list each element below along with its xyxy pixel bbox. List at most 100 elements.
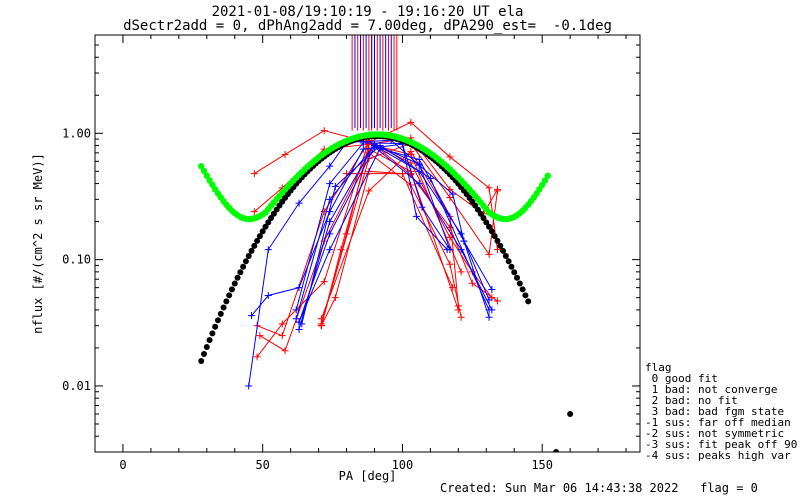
red-spectrum-point — [253, 353, 261, 361]
black-fit-point — [259, 228, 266, 235]
black-fit-point — [265, 219, 272, 226]
red-spectrum-point — [281, 347, 289, 355]
black-fit-point — [511, 269, 518, 276]
x-tick-label: 100 — [392, 458, 414, 472]
red-spectrum-point — [331, 294, 339, 302]
created-timestamp: Created: Sun Mar 06 14:43:38 2022 — [440, 481, 679, 495]
legend-item: 2 bad: no fit — [645, 394, 738, 407]
red-spectrum-point — [407, 118, 415, 126]
blue-spectrum-point — [298, 320, 306, 328]
blue-spectrum-point — [295, 199, 303, 207]
blue-spectrum-line — [251, 143, 451, 316]
blue-spectrum-point — [264, 246, 272, 254]
black-fit-point — [226, 292, 233, 299]
flag-value: flag = 0 — [700, 481, 758, 495]
blue-spectrum-point — [326, 180, 334, 188]
black-fit-point — [206, 337, 213, 344]
green-fit-point — [541, 177, 549, 184]
black-fit-point — [494, 237, 501, 244]
red-spectrum-point — [468, 279, 476, 287]
black-fit-point — [516, 280, 523, 287]
red-spectrum-point — [457, 268, 465, 276]
red-spectrum-point — [256, 332, 264, 340]
red-spectrum-point — [485, 184, 493, 192]
red-spectrum-point — [337, 246, 345, 254]
blue-spectrum-point — [359, 139, 367, 147]
red-spectrum-line — [320, 150, 459, 319]
black-fit-point — [220, 304, 227, 311]
blue-spectrum-point — [415, 180, 423, 188]
black-fit-point — [223, 298, 230, 305]
blue-spectrum-point — [326, 246, 334, 254]
blue-spectrum-point — [485, 313, 493, 321]
green-fit-point — [203, 172, 210, 180]
blue-spectrum-point — [264, 291, 272, 299]
blue-spectrum-point — [295, 325, 303, 333]
blue-spectrum-line — [295, 144, 490, 319]
blue-spectrum-point — [412, 212, 420, 220]
blue-spectrum-point — [426, 174, 434, 182]
red-spectrum-line — [320, 148, 459, 326]
red-spectrum-point — [320, 127, 328, 135]
chart-title-line2: dSectr2add = 0, dPhAng2add = 7.00deg, dP… — [123, 18, 612, 34]
black-fit-point — [477, 210, 484, 217]
black-fit-point — [491, 233, 498, 240]
black-fit-point — [483, 219, 490, 226]
black-fit-point — [486, 223, 493, 230]
blue-spectrum-point — [245, 382, 253, 390]
blue-spectrum-line — [298, 147, 490, 323]
legend-item: -3 sus: fit peak off 90 — [645, 438, 798, 451]
black-fit-point — [209, 330, 216, 337]
flag-legend: flag 0 good fit 1 bad: not converge 2 ba… — [645, 362, 797, 461]
green-fit-point — [544, 172, 551, 180]
blue-spectrum-line — [295, 142, 448, 311]
red-spectrum-point — [457, 313, 465, 321]
red-spectrum-point — [250, 208, 258, 216]
red-spectrum-point — [320, 278, 328, 286]
black-fit-point — [242, 258, 249, 265]
black-fit-point — [505, 258, 512, 265]
x-tick-label: 150 — [531, 458, 553, 472]
red-spectrum-line — [256, 139, 498, 358]
y-axis-label: nflux [#/(cm^2 s sr MeV)] — [31, 153, 45, 334]
blue-spectrum-point — [359, 145, 367, 153]
black-fit-point — [480, 214, 487, 221]
black-fit-point — [228, 286, 235, 293]
legend-item: 1 bad: not converge — [645, 383, 778, 396]
legend-item: -2 sus: not symmetric — [645, 427, 785, 440]
red-spectrum-point — [485, 250, 493, 258]
plot-frame — [94, 34, 641, 453]
blue-spectrum-point — [446, 246, 454, 254]
black-fit-point — [234, 274, 241, 281]
black-fit-point — [245, 253, 252, 260]
red-spectrum-line — [256, 140, 493, 337]
legend-item: 0 good fit — [645, 372, 718, 385]
x-axis-label: PA [deg] — [339, 469, 397, 483]
chart-layer — [198, 35, 574, 452]
black-fit-point — [198, 358, 205, 365]
legend-item: 3 bad: bad fgm state — [645, 405, 785, 418]
red-spectrum-point — [454, 306, 462, 314]
legend-item: -1 sus: far off median — [645, 416, 791, 429]
black-fit-point — [500, 247, 507, 254]
red-spectrum-point — [317, 322, 325, 330]
black-fit-point — [508, 263, 515, 270]
red-spectrum-point — [250, 170, 258, 178]
red-spectrum-point — [446, 153, 454, 161]
black-fit-point — [497, 242, 504, 249]
green-fit-point — [198, 163, 205, 170]
blue-spectrum-point — [485, 306, 493, 314]
x-tick-label: 0 — [119, 458, 126, 472]
black-fit-point — [203, 344, 210, 351]
black-fit-point — [254, 237, 261, 244]
red-spectrum-point — [493, 297, 501, 305]
red-spectrum-point — [343, 230, 351, 238]
black-fit-point — [231, 280, 238, 287]
blue-spectrum-point — [415, 156, 423, 164]
red-spectrum-point — [493, 246, 501, 254]
black-fit-point — [201, 350, 207, 357]
black-fit-point — [502, 253, 509, 260]
blue-spectrum-point — [488, 286, 496, 294]
black-fit-point — [567, 410, 574, 417]
blue-spectrum-point — [326, 162, 334, 170]
